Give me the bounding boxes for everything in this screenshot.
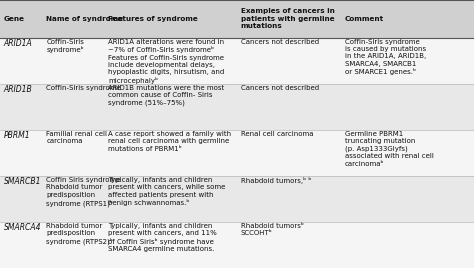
Text: Coffin-Siris
syndromeᵇ: Coffin-Siris syndromeᵇ — [46, 39, 84, 53]
Text: ARID1A: ARID1A — [4, 39, 33, 48]
Text: Features of syndrome: Features of syndrome — [108, 16, 198, 22]
Bar — [0, 38, 474, 84]
Bar — [0, 0, 474, 38]
Text: Rhabdoid tumorsᵇ
SCCOHTᵇ: Rhabdoid tumorsᵇ SCCOHTᵇ — [241, 223, 304, 236]
Bar — [0, 130, 474, 176]
Text: Comment: Comment — [345, 16, 384, 22]
Bar — [0, 84, 474, 130]
Text: Typically, infants and children
present with cancers, and 11%
of Coffin Sirisᵇ s: Typically, infants and children present … — [108, 223, 217, 252]
Bar — [0, 222, 474, 268]
Text: Rhabdoid tumors,ᵇ ᵇ: Rhabdoid tumors,ᵇ ᵇ — [241, 177, 311, 184]
Text: Name of syndrome: Name of syndrome — [46, 16, 124, 22]
Text: Examples of cancers in
patients with germline
mutations: Examples of cancers in patients with ger… — [241, 8, 335, 29]
Text: ARID1B: ARID1B — [4, 85, 33, 94]
Bar — [0, 176, 474, 222]
Text: Coffin-Siris syndrome: Coffin-Siris syndrome — [46, 85, 121, 91]
Text: ARID1A alterations were found in
~7% of Coffin-Siris syndromeᵇ
Features of Coffi: ARID1A alterations were found in ~7% of … — [108, 39, 224, 84]
Text: Cancers not described: Cancers not described — [241, 85, 319, 91]
Text: A case report showed a family with
renal cell carcinoma with germline
mutations : A case report showed a family with renal… — [108, 131, 231, 151]
Text: Gene: Gene — [4, 16, 25, 22]
Text: SMARCB1: SMARCB1 — [4, 177, 41, 186]
Text: Renal cell carcinoma: Renal cell carcinoma — [241, 131, 313, 137]
Text: Coffin-Siris syndrome
is caused by mutations
in the ARID1A, ARID1B,
SMARCA4, SMA: Coffin-Siris syndrome is caused by mutat… — [345, 39, 426, 75]
Text: Rhabdoid tumor
predisposition
syndrome (RTPS2)ᵇ: Rhabdoid tumor predisposition syndrome (… — [46, 223, 113, 245]
Text: Familial renal cell
carcinoma: Familial renal cell carcinoma — [46, 131, 108, 144]
Text: Coffin Siris syndrome
Rhabdoid tumor
predisposition
syndrome (RTPS1)ᵇ: Coffin Siris syndrome Rhabdoid tumor pre… — [46, 177, 121, 207]
Text: Germline PBRM1
truncating mutation
(p. Asp1333Glyfs)
associated with renal cell
: Germline PBRM1 truncating mutation (p. A… — [345, 131, 434, 166]
Text: Cancers not described: Cancers not described — [241, 39, 319, 45]
Text: SMARCA4: SMARCA4 — [4, 223, 41, 232]
Text: PBRM1: PBRM1 — [4, 131, 30, 140]
Text: Typically, infants and children
present with cancers, while some
affected patien: Typically, infants and children present … — [108, 177, 226, 206]
Text: ARID1B mutations were the most
common cause of Coffin- Siris
syndrome (51%–75%): ARID1B mutations were the most common ca… — [108, 85, 224, 106]
